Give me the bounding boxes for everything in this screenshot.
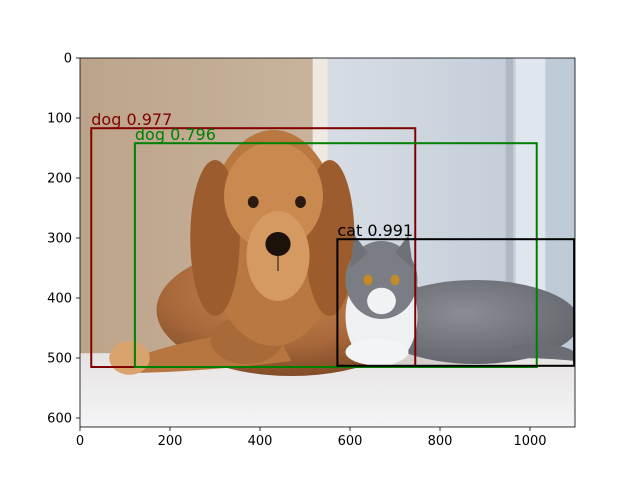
axes: 0 200 400 600 800 1000 0 100 200 300 400 500 600 xyxy=(47,52,576,449)
dog-eye-right xyxy=(295,196,306,208)
dog-nose xyxy=(265,232,291,256)
x-tick-label: 0 xyxy=(76,434,84,449)
detection-label-1: dog 0.977 xyxy=(91,110,172,129)
y-tick-label: 0 xyxy=(64,52,72,67)
window-pane xyxy=(515,58,546,302)
y-tick-label: 400 xyxy=(47,292,72,307)
cat-body xyxy=(372,280,575,364)
x-tick-label: 800 xyxy=(428,434,453,449)
detection-label-2: dog 0.796 xyxy=(135,125,216,144)
y-tick-label: 200 xyxy=(47,172,72,187)
detection-box-3 xyxy=(336,238,576,367)
dog-and-cat-photo xyxy=(80,58,575,427)
cat-paws xyxy=(345,338,409,366)
cat xyxy=(345,235,575,367)
cat-eye-right xyxy=(390,274,400,286)
y-tick-label: 300 xyxy=(47,232,72,247)
cat-ear-right xyxy=(395,235,413,268)
dog-eye-left xyxy=(247,196,259,208)
x-tick-label: 600 xyxy=(338,434,363,449)
dog-paw xyxy=(109,341,150,375)
axes-frame xyxy=(79,57,576,428)
x-tick-label: 400 xyxy=(248,434,273,449)
detection-label-3: cat 0.991 xyxy=(337,221,413,240)
detection-box-2 xyxy=(133,142,538,368)
cat-tail xyxy=(512,344,575,361)
cat-ear-left xyxy=(350,235,368,268)
y-tick-label: 600 xyxy=(47,412,72,427)
y-tick-label: 500 xyxy=(47,352,72,367)
x-tick-label: 1000 xyxy=(513,434,546,449)
window-post xyxy=(505,58,514,324)
cat-muzzle xyxy=(367,287,396,315)
x-tick-label: 200 xyxy=(158,434,183,449)
cat-head xyxy=(345,241,418,319)
y-tick-label: 100 xyxy=(47,112,72,127)
cat-eye-left xyxy=(363,274,373,286)
